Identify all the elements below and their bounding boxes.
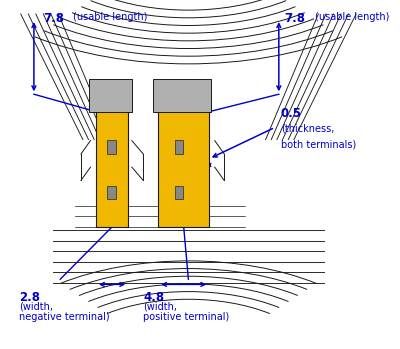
- Bar: [175, 140, 184, 154]
- Bar: [107, 186, 116, 199]
- Text: 7.8: 7.8: [284, 12, 306, 25]
- Text: 4.8: 4.8: [143, 291, 164, 304]
- Text: (thickness,: (thickness,: [281, 124, 334, 134]
- Text: (width,: (width,: [143, 302, 177, 312]
- Bar: [152, 79, 211, 112]
- Text: positive terminal): positive terminal): [143, 312, 230, 322]
- Bar: [158, 94, 209, 227]
- Text: 0.5: 0.5: [281, 107, 302, 120]
- Bar: [96, 94, 128, 227]
- Bar: [107, 140, 116, 154]
- Text: both terminals): both terminals): [281, 140, 356, 150]
- Text: (usable length): (usable length): [74, 12, 148, 22]
- Bar: [88, 79, 132, 112]
- Text: 2.8: 2.8: [19, 291, 40, 304]
- Text: (width,: (width,: [19, 302, 53, 312]
- Text: (usable length): (usable length): [315, 12, 389, 22]
- Text: 7.8: 7.8: [43, 12, 64, 25]
- Bar: [175, 186, 184, 199]
- Text: negative terminal): negative terminal): [19, 312, 110, 322]
